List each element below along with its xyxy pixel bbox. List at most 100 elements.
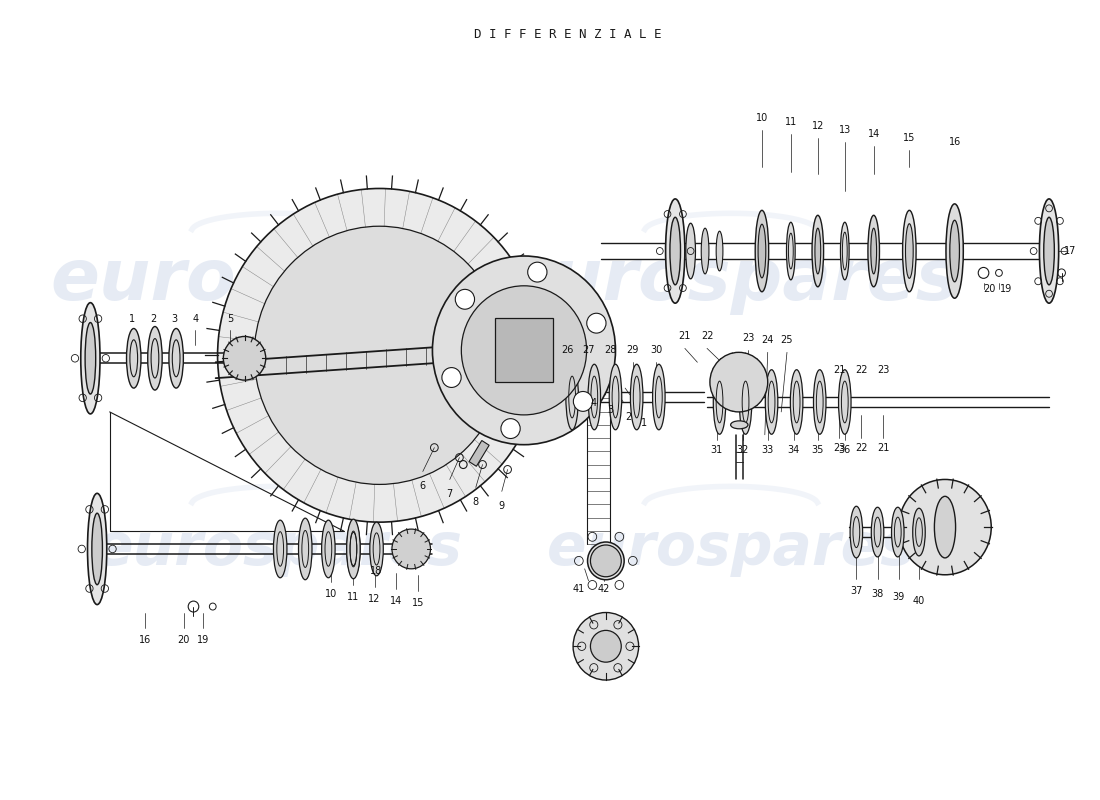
Ellipse shape [868, 215, 880, 286]
Text: 21: 21 [877, 442, 890, 453]
Text: 17: 17 [1064, 246, 1077, 256]
Ellipse shape [1044, 218, 1054, 285]
Text: 10: 10 [326, 589, 338, 598]
Text: 18: 18 [371, 566, 383, 576]
Text: eurospares: eurospares [547, 521, 915, 578]
Circle shape [899, 479, 991, 574]
Ellipse shape [80, 302, 100, 414]
Ellipse shape [169, 329, 184, 388]
Text: 22: 22 [855, 442, 868, 453]
Text: 22: 22 [855, 366, 868, 375]
Text: 3: 3 [607, 405, 614, 415]
Text: 19: 19 [197, 635, 209, 646]
Ellipse shape [850, 506, 862, 558]
Circle shape [528, 262, 547, 282]
Circle shape [500, 418, 520, 438]
Ellipse shape [274, 520, 287, 578]
Ellipse shape [814, 370, 826, 434]
Text: 31: 31 [711, 445, 723, 454]
Ellipse shape [1040, 199, 1058, 303]
Text: eurospares: eurospares [50, 246, 507, 315]
Text: 2: 2 [150, 314, 156, 323]
Text: 33: 33 [761, 445, 773, 454]
Text: 26: 26 [561, 346, 573, 355]
Ellipse shape [91, 514, 102, 585]
Ellipse shape [815, 228, 821, 274]
Text: 5: 5 [227, 314, 233, 323]
Text: 32: 32 [737, 445, 749, 454]
Text: 6: 6 [420, 482, 426, 491]
Text: 22: 22 [701, 331, 713, 342]
Ellipse shape [871, 507, 883, 557]
Ellipse shape [791, 370, 803, 434]
Ellipse shape [609, 364, 622, 430]
Ellipse shape [588, 364, 601, 430]
Circle shape [573, 391, 593, 411]
Text: 27: 27 [582, 346, 595, 355]
Ellipse shape [838, 370, 851, 434]
Ellipse shape [370, 522, 383, 576]
Text: 15: 15 [411, 598, 425, 607]
Text: 21: 21 [679, 331, 691, 342]
Text: 40: 40 [913, 595, 925, 606]
Ellipse shape [85, 322, 96, 394]
Ellipse shape [730, 421, 748, 429]
Ellipse shape [126, 329, 141, 388]
Text: 15: 15 [903, 133, 915, 143]
Text: 1: 1 [129, 314, 135, 323]
Text: 12: 12 [812, 121, 824, 131]
Text: 21: 21 [833, 366, 845, 375]
Ellipse shape [652, 364, 666, 430]
Ellipse shape [587, 542, 624, 580]
Text: 7: 7 [447, 490, 453, 499]
Text: 20: 20 [983, 284, 996, 294]
Circle shape [710, 352, 768, 412]
Text: 14: 14 [389, 595, 402, 606]
Ellipse shape [666, 199, 685, 303]
Text: 10: 10 [756, 113, 768, 123]
Text: 23: 23 [833, 442, 845, 453]
Text: 30: 30 [650, 346, 662, 355]
Circle shape [442, 367, 461, 387]
Bar [495, 318, 553, 382]
Text: 25: 25 [781, 335, 793, 346]
Circle shape [392, 529, 430, 569]
Ellipse shape [298, 518, 312, 580]
Text: D I F F E R E N Z I A L E: D I F F E R E N Z I A L E [474, 28, 661, 41]
Circle shape [432, 256, 616, 445]
Ellipse shape [565, 364, 579, 430]
Ellipse shape [786, 222, 795, 280]
Circle shape [455, 290, 474, 310]
Ellipse shape [946, 204, 964, 298]
Text: 42: 42 [597, 584, 611, 594]
Text: 20: 20 [178, 635, 190, 646]
Circle shape [223, 337, 266, 380]
Text: 11: 11 [784, 117, 798, 127]
Text: 23: 23 [742, 334, 755, 343]
Text: 37: 37 [850, 586, 862, 596]
Ellipse shape [713, 370, 726, 434]
Ellipse shape [346, 519, 360, 578]
Ellipse shape [88, 494, 107, 605]
Text: 35: 35 [812, 445, 824, 454]
Ellipse shape [766, 370, 778, 434]
Text: 29: 29 [627, 346, 639, 355]
Ellipse shape [716, 231, 723, 271]
Ellipse shape [934, 496, 956, 558]
Text: 16: 16 [948, 137, 960, 147]
Circle shape [254, 226, 505, 485]
Ellipse shape [630, 364, 642, 430]
Text: 23: 23 [877, 366, 890, 375]
Text: eurospares: eurospares [94, 521, 463, 578]
Ellipse shape [321, 520, 336, 578]
Text: 16: 16 [140, 635, 152, 646]
Ellipse shape [903, 210, 916, 292]
Text: 34: 34 [788, 445, 800, 454]
Bar [469, 441, 490, 466]
Text: 13: 13 [838, 125, 851, 135]
Ellipse shape [147, 326, 162, 390]
Circle shape [586, 314, 606, 333]
Text: 2: 2 [625, 412, 631, 422]
Text: 41: 41 [573, 584, 585, 594]
Text: 11: 11 [348, 592, 360, 602]
